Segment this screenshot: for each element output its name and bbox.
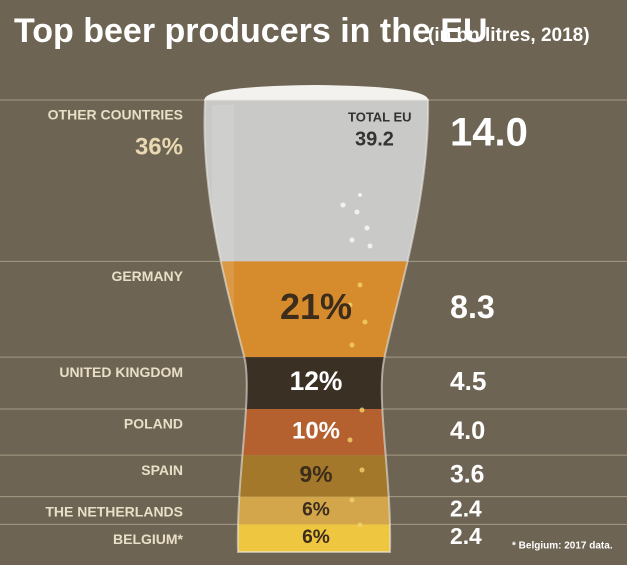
- bubbles-low: [347, 282, 368, 528]
- footnote: * Belgium: 2017 data.: [512, 541, 613, 552]
- share-label: 10%: [292, 417, 340, 444]
- share-label: 6%: [302, 500, 330, 521]
- bubbles: [340, 193, 373, 249]
- foam: [204, 85, 429, 102]
- value-label: 14.0: [450, 111, 528, 155]
- category-label: THE NETHERLANDS: [45, 503, 183, 519]
- total-label: TOTAL EU: [348, 109, 412, 124]
- share-label: 9%: [300, 461, 333, 487]
- category-label: UNITED KINGDOM: [59, 364, 183, 380]
- total-value: 39.2: [355, 128, 394, 150]
- segment: [204, 100, 429, 262]
- value-label: 2.4: [450, 523, 482, 549]
- value-label: 2.4: [450, 496, 482, 522]
- category-label: SPAIN: [141, 462, 183, 478]
- share-label: 12%: [290, 366, 343, 396]
- category-label: POLAND: [124, 416, 183, 432]
- category-label: GERMANY: [111, 268, 183, 284]
- share-label: 36%: [135, 133, 183, 160]
- glass-outline: [203, 99, 430, 553]
- value-label: 4.0: [450, 417, 485, 445]
- value-label: 8.3: [450, 289, 495, 325]
- category-label: BELGIUM*: [113, 531, 184, 547]
- share-label: 21%: [280, 286, 352, 327]
- category-label: OTHER COUNTRIES: [48, 107, 183, 123]
- value-label: 4.5: [450, 366, 486, 396]
- value-label: 3.6: [450, 461, 484, 488]
- chart-subtitle: (in bn litres, 2018): [428, 25, 590, 46]
- chart-title: Top beer producers in the EU: [14, 12, 488, 50]
- share-label: 6%: [302, 527, 330, 548]
